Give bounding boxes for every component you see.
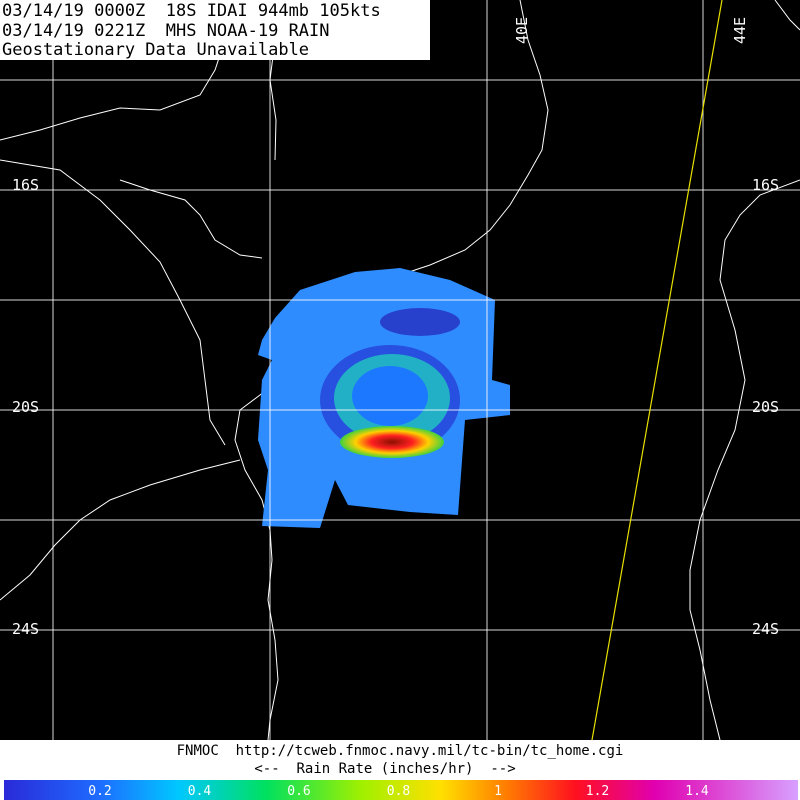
colorbar-label: 1.4 [685,784,709,799]
colorbar-labels: 0.2 0.4 0.6 0.8 1 1.2 1.4 [88,784,709,799]
lon-label: 40E [513,17,531,44]
lat-label: 24S [752,620,779,638]
rain-swath [258,268,510,528]
header-line: 03/14/19 0221Z MHS NOAA-19 RAIN [2,21,330,41]
lat-label: 20S [12,398,39,416]
lat-label: 20S [752,398,779,416]
colorbar-label: 1 [494,784,502,799]
lat-label: 16S [752,176,779,194]
colorbar-label: 0.6 [287,784,310,799]
header-line: Geostationary Data Unavailable [2,40,309,60]
header-box [0,0,430,60]
colorbar-label: 0.8 [387,784,410,799]
lat-label: 24S [12,620,39,638]
satellite-track [591,0,723,741]
colorbar-label: 0.2 [88,784,111,799]
lat-lon-grid [0,0,800,740]
footer-source: FNMOC http://tcweb.fnmoc.navy.mil/tc-bin… [177,743,624,759]
lon-label: 44E [731,17,749,44]
colorbar [4,780,798,800]
colorbar-label: 1.2 [586,784,609,799]
colorbar-label: 0.4 [188,784,212,799]
header-line: 03/14/19 0000Z 18S IDAI 944mb 105kts [2,1,381,21]
lat-label: 16S [12,176,39,194]
legend-title: <-- Rain Rate (inches/hr) --> [254,761,515,777]
